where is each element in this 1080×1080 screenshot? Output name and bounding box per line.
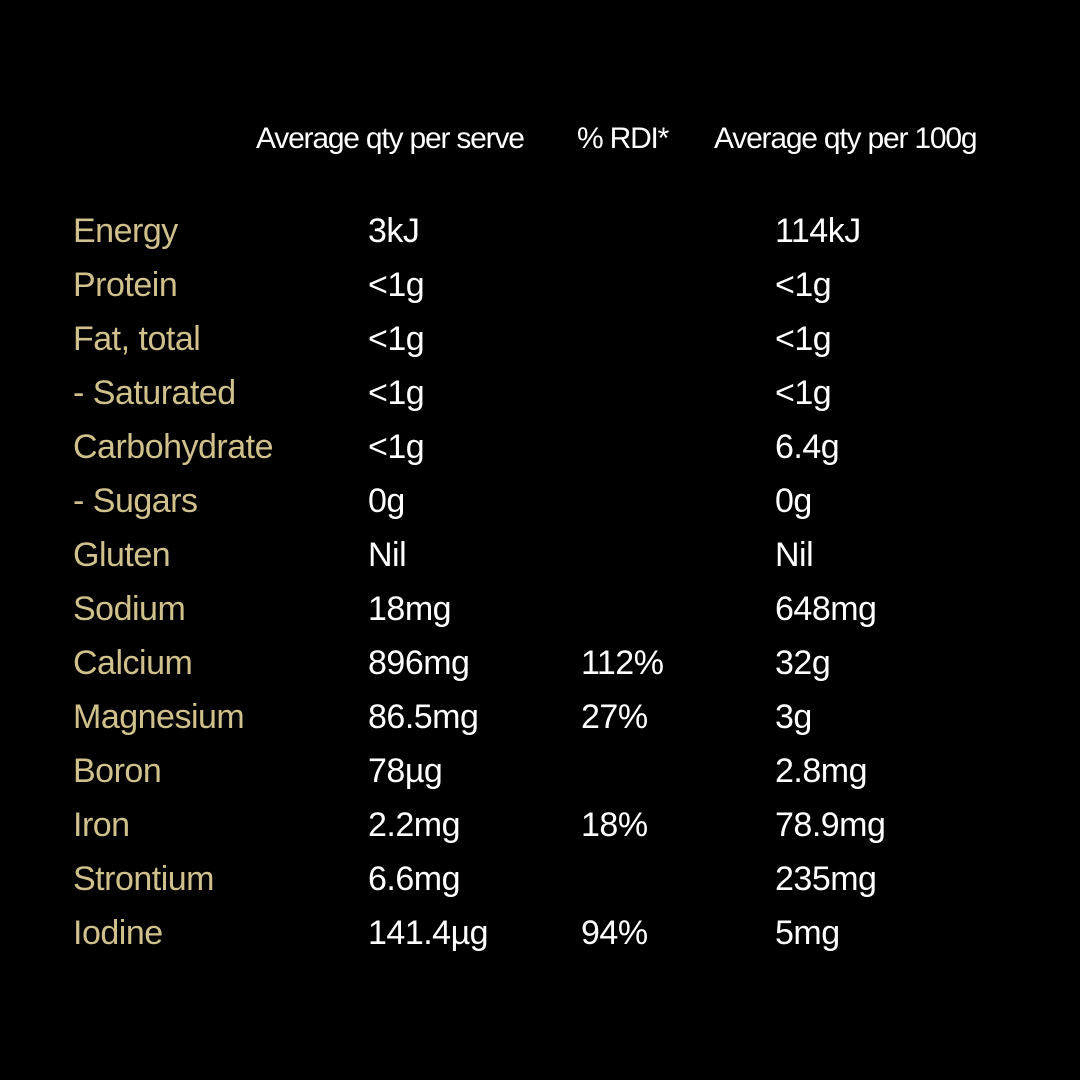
rdi-value: 27%	[581, 698, 648, 736]
per-serve-value: 6.6mg	[368, 860, 461, 898]
nutrient-name: - Saturated	[73, 374, 236, 412]
per-100g-value: 235mg	[775, 860, 877, 898]
nutrient-name: Magnesium	[73, 698, 245, 736]
per-serve-value: 2.2mg	[368, 806, 461, 844]
nutrient-name: Boron	[73, 752, 162, 790]
per-100g-value: 6.4g	[775, 428, 840, 466]
per-serve-value: Nil	[368, 536, 407, 574]
rdi-value: 18%	[581, 806, 648, 844]
nutrient-name: Gluten	[73, 536, 171, 574]
nutrient-row: Gluten Nil Nil	[0, 528, 1080, 582]
per-serve-value: 78µg	[368, 752, 443, 790]
nutrient-row: Energy 3kJ 114kJ	[0, 204, 1080, 258]
per-serve-value: 141.4µg	[368, 914, 489, 952]
per-serve-value: 86.5mg	[368, 698, 479, 736]
nutrient-row: Carbohydrate <1g 6.4g	[0, 420, 1080, 474]
rdi-value: 94%	[581, 914, 648, 952]
table-header: Average qty per serve % RDI* Average qty…	[0, 117, 1080, 161]
nutrient-name: Iron	[73, 806, 130, 844]
rdi-value: 112%	[581, 644, 664, 682]
nutrient-row: Sodium 18mg 648mg	[0, 582, 1080, 636]
nutrient-name: Fat, total	[73, 320, 201, 358]
nutrient-row: Magnesium 86.5mg 27% 3g	[0, 690, 1080, 744]
per-100g-value: 3g	[775, 698, 812, 736]
per-serve-value: 0g	[368, 482, 405, 520]
per-100g-value: <1g	[775, 320, 832, 358]
nutrient-name: Energy	[73, 212, 178, 250]
per-serve-value: 3kJ	[368, 212, 420, 250]
per-serve-value: 18mg	[368, 590, 452, 628]
per-100g-value: <1g	[775, 374, 832, 412]
per-100g-value: 0g	[775, 482, 812, 520]
nutrient-row: Protein <1g <1g	[0, 258, 1080, 312]
nutrient-name: Strontium	[73, 860, 215, 898]
nutrient-row: Iron 2.2mg 18% 78.9mg	[0, 798, 1080, 852]
per-serve-value: <1g	[368, 374, 425, 412]
nutrient-row: - Saturated <1g <1g	[0, 366, 1080, 420]
per-100g-value: 5mg	[775, 914, 840, 952]
per-serve-value: <1g	[368, 320, 425, 358]
header-rdi: % RDI*	[577, 122, 669, 155]
nutrient-name: Sodium	[73, 590, 186, 628]
per-100g-value: <1g	[775, 266, 832, 304]
per-serve-value: <1g	[368, 428, 425, 466]
nutrient-row: Boron 78µg 2.8mg	[0, 744, 1080, 798]
nutrient-row: Calcium 896mg 112% 32g	[0, 636, 1080, 690]
per-100g-value: 32g	[775, 644, 831, 682]
nutrient-name: Carbohydrate	[73, 428, 274, 466]
nutrient-name: Protein	[73, 266, 178, 304]
per-100g-value: Nil	[775, 536, 814, 574]
per-serve-value: 896mg	[368, 644, 470, 682]
per-serve-value: <1g	[368, 266, 425, 304]
per-100g-value: 114kJ	[775, 212, 861, 250]
per-100g-value: 648mg	[775, 590, 877, 628]
per-100g-value: 2.8mg	[775, 752, 868, 790]
nutrient-name: Iodine	[73, 914, 163, 952]
nutrient-row: Strontium 6.6mg 235mg	[0, 852, 1080, 906]
nutrition-rows: Energy 3kJ 114kJ Protein <1g <1g Fat, to…	[0, 204, 1080, 960]
nutrient-row: Iodine 141.4µg 94% 5mg	[0, 906, 1080, 960]
nutrient-row: Fat, total <1g <1g	[0, 312, 1080, 366]
per-100g-value: 78.9mg	[775, 806, 886, 844]
nutrient-name: - Sugars	[73, 482, 198, 520]
nutrient-row: - Sugars 0g 0g	[0, 474, 1080, 528]
header-per-100g: Average qty per 100g	[714, 122, 978, 155]
header-per-serve: Average qty per serve	[256, 122, 525, 155]
nutrient-name: Calcium	[73, 644, 193, 682]
